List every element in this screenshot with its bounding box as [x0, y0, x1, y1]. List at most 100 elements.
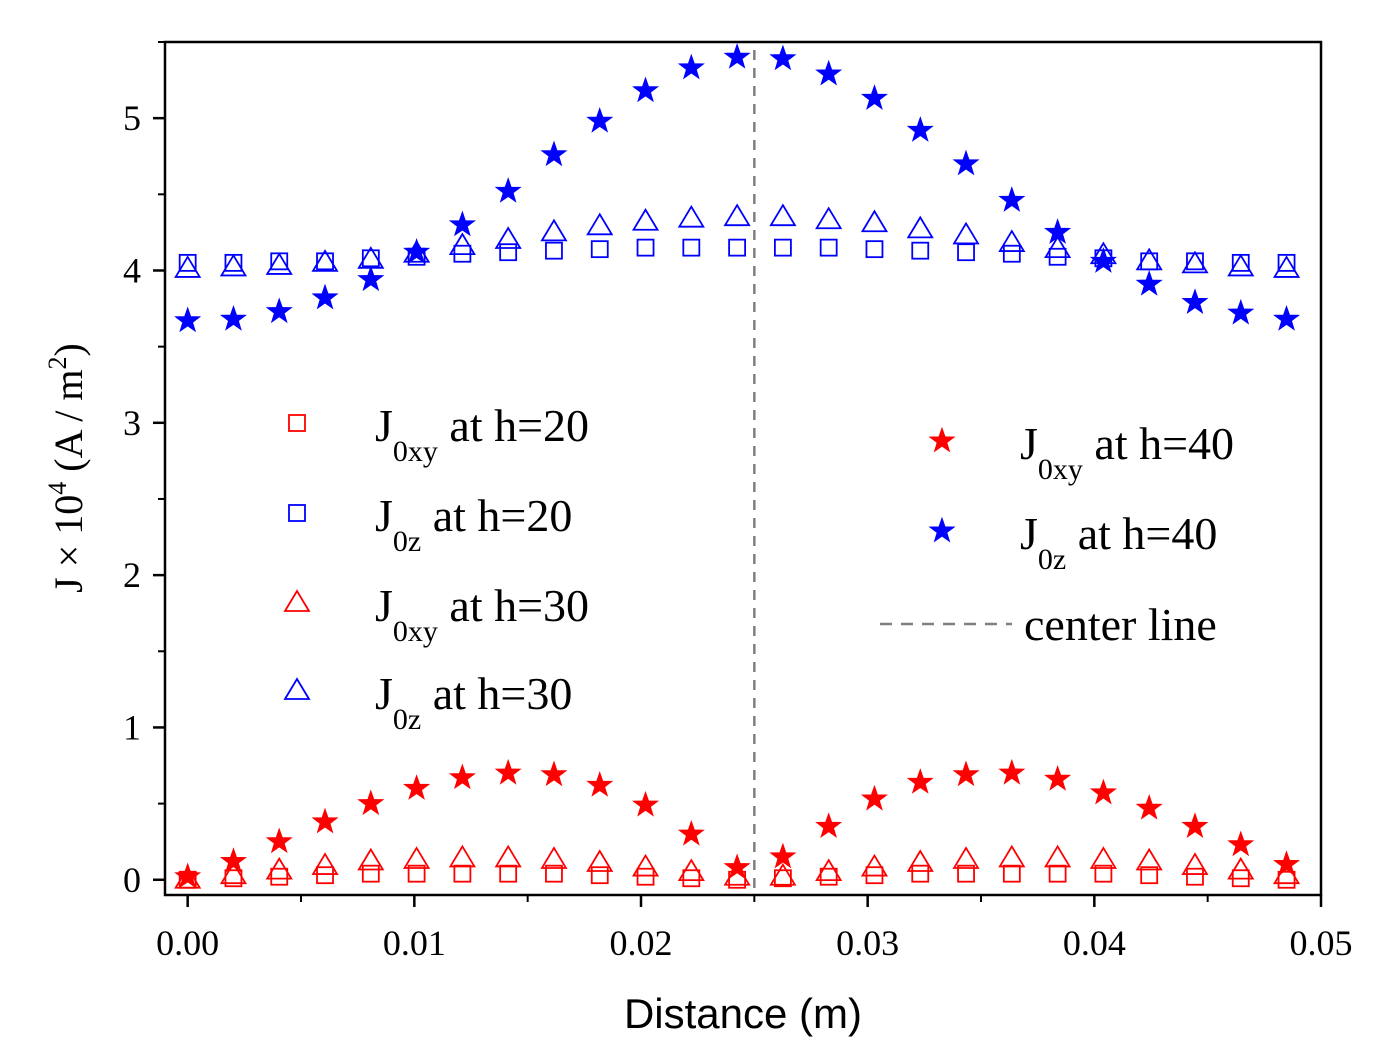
data-point — [494, 226, 522, 249]
data-point — [174, 306, 202, 333]
legend-label-rest: at h=40 — [1083, 418, 1234, 469]
data-point — [998, 758, 1026, 785]
data-point — [178, 253, 197, 272]
data-point — [632, 76, 660, 103]
legend-label-main: J — [1020, 418, 1038, 469]
y-tick-label: 4 — [123, 250, 141, 290]
data-point — [723, 42, 751, 69]
data-point — [677, 53, 705, 80]
data-point — [1044, 218, 1072, 244]
data-point — [1277, 253, 1296, 272]
data-point — [631, 853, 660, 877]
legend-label-sub: 0z — [393, 703, 421, 736]
data-point — [957, 864, 975, 883]
legend-entry-4: J0xy at h=40 — [928, 418, 1234, 486]
data-point — [728, 238, 747, 257]
y-tick-label: 1 — [123, 707, 141, 747]
data-point — [632, 790, 660, 817]
legend-label: J0xy at h=20 — [375, 400, 589, 468]
legend-center-line-label: center line — [1024, 599, 1217, 650]
data-point — [270, 867, 289, 886]
legend-entry-0: J0xy at h=20 — [288, 400, 589, 468]
data-point — [860, 853, 889, 877]
data-point — [860, 209, 889, 233]
legend-label: J0xy at h=40 — [1020, 418, 1234, 486]
y-tick-label: 0 — [123, 860, 141, 900]
data-point — [631, 207, 660, 231]
data-point — [1186, 867, 1204, 886]
data-point — [769, 203, 797, 227]
data-point — [860, 84, 888, 110]
data-point — [357, 265, 385, 292]
data-point — [723, 853, 751, 880]
y-tick-label: 5 — [123, 98, 141, 138]
legend-label-main: J — [375, 668, 393, 719]
data-point — [1227, 298, 1255, 325]
data-point — [265, 252, 293, 275]
data-point — [1089, 778, 1117, 805]
data-point — [911, 241, 930, 260]
data-point — [224, 253, 243, 272]
data-point — [311, 249, 339, 272]
data-point — [219, 861, 248, 885]
data-point — [219, 253, 248, 277]
data-point — [957, 243, 975, 262]
y-tick-label: 2 — [123, 555, 141, 595]
series-3 — [174, 203, 1301, 278]
legend-label-sub: 0xy — [393, 435, 438, 468]
legend-marker — [288, 504, 306, 522]
legend-marker — [928, 516, 956, 543]
legend-entry-5: J0z at h=40 — [928, 508, 1217, 576]
y-axis-label: J × 104 (A / m2) — [43, 343, 91, 593]
data-point — [494, 177, 522, 203]
data-point — [219, 847, 247, 873]
data-point — [998, 186, 1026, 212]
data-point — [540, 760, 568, 787]
axis-ticks: 0.00 0.01 0.02 0.03 0.04 0.05 0 1 2 3 4 5 — [123, 41, 1353, 963]
data-point — [270, 252, 289, 271]
data-point — [1272, 255, 1301, 278]
data-point — [357, 847, 385, 871]
data-point — [769, 862, 797, 886]
data-point — [586, 106, 614, 133]
plot-frame — [163, 40, 1323, 897]
data-point — [1044, 844, 1072, 868]
data-point — [361, 864, 380, 883]
data-point — [1002, 244, 1021, 263]
data-point — [952, 760, 980, 787]
data-marks — [174, 42, 1301, 889]
data-point — [815, 858, 843, 882]
series-4 — [174, 758, 1301, 889]
data-point — [403, 237, 431, 264]
data-point — [540, 846, 568, 869]
data-point — [590, 240, 609, 259]
legend-marker — [288, 414, 306, 432]
legend-label-sub: 0z — [1038, 543, 1066, 576]
legend-marker — [928, 426, 956, 453]
data-point — [723, 203, 751, 227]
data-point — [952, 221, 980, 245]
data-point — [815, 59, 843, 86]
y-axis-label-close: ) — [46, 343, 91, 356]
x-tick-label: 0.04 — [1063, 923, 1126, 963]
data-point — [1044, 764, 1072, 791]
data-point — [407, 864, 426, 883]
data-point — [998, 844, 1026, 868]
legend-entry-center-line: center line — [880, 599, 1217, 650]
legend-entry-1: J0z at h=20 — [288, 490, 572, 558]
data-point — [1140, 866, 1159, 885]
data-point — [1181, 288, 1209, 314]
data-point — [1135, 847, 1163, 871]
data-point — [682, 869, 701, 888]
legend-label: J0z at h=30 — [375, 668, 572, 736]
data-point — [1273, 304, 1301, 331]
data-point — [1135, 269, 1163, 296]
data-point — [494, 844, 522, 868]
x-tick-label: 0.00 — [156, 923, 219, 963]
data-point — [636, 238, 655, 257]
data-point — [448, 763, 476, 790]
legend-label-rest: at h=30 — [421, 668, 572, 719]
data-point — [769, 44, 797, 71]
